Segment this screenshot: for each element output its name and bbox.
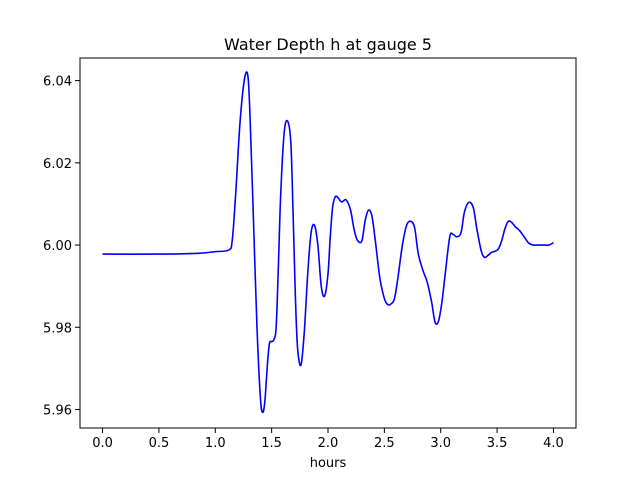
y-tick-label: 5.96 [43, 404, 72, 419]
x-tick-label: 3.0 [430, 436, 451, 451]
x-tick-label: 3.5 [487, 436, 508, 451]
x-tick-label: 2.0 [318, 436, 339, 451]
y-tick-label: 6.02 [43, 157, 72, 172]
y-tick-label: 5.98 [43, 321, 72, 336]
chart-title: Water Depth h at gauge 5 [224, 35, 432, 54]
plot-area [102, 71, 554, 414]
y-tick-label: 6.00 [43, 239, 72, 254]
x-tick-label: 2.5 [374, 436, 395, 451]
axes-frame [79, 57, 577, 429]
series-line-water-depth [102, 71, 554, 414]
x-axis-label: hours [310, 456, 347, 471]
x-tick-label: 1.0 [205, 436, 226, 451]
x-tick-label: 0.0 [92, 436, 113, 451]
y-tick-label: 6.04 [43, 75, 72, 90]
axis-ticks: 0.0 0.5 1.0 1.5 2.0 2.5 3.0 3.5 4.0 5.96 5.98 6.00 6… [43, 75, 564, 451]
x-tick-label: 0.5 [149, 436, 170, 451]
x-tick-label: 1.5 [261, 436, 282, 451]
x-tick-label: 4.0 [543, 436, 564, 451]
